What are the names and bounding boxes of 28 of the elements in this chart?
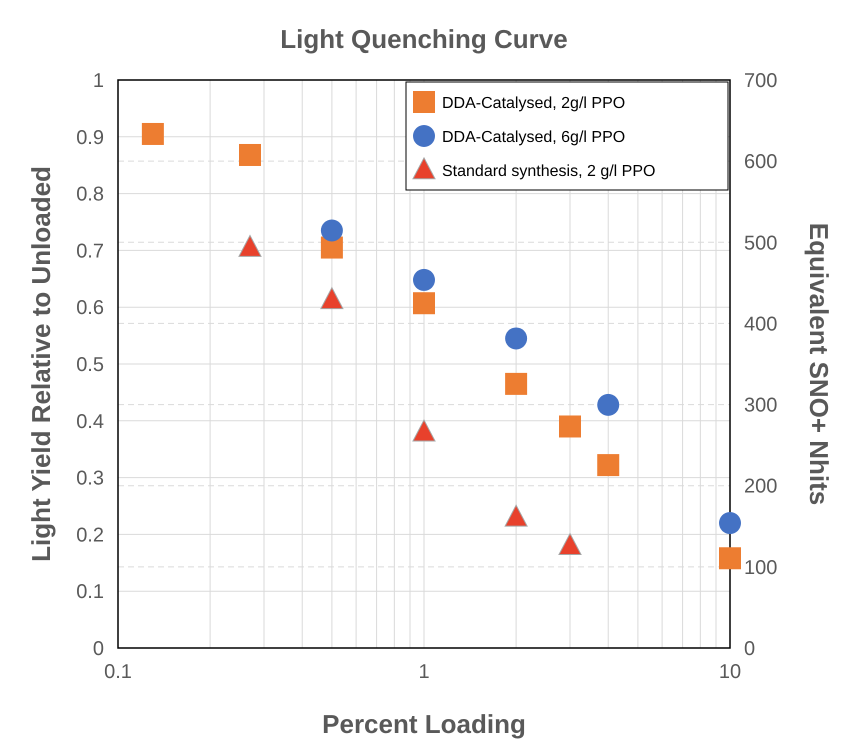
x-tick-label: 10 [718,661,742,683]
y2-tick-label: 600 [744,151,778,174]
y2-tick-label: 300 [744,394,778,417]
y2-tick-label: 100 [744,556,778,579]
y-tick-label: 0.7 [76,240,104,262]
legend-label: DDA-Catalysed, 2g/l PPO [442,95,626,112]
y2-tick-label: 500 [744,232,778,254]
y-tick-label: 0.8 [76,184,104,206]
y-tick-label: 0.9 [76,126,104,149]
y2-axis-title: Equivalent SNO+ Nhits [804,222,834,506]
y2-tick-label: 200 [744,476,778,498]
y2-tick-label: 700 [744,70,778,92]
y-tick-label: 0.2 [76,524,104,546]
y2-tick-label: 0 [744,638,756,660]
y-tick-label: 0 [92,638,104,660]
y-tick-label: 0.1 [76,581,104,604]
y2-tick-label: 400 [744,313,778,336]
y-tick-label: 0.5 [76,354,104,376]
legend-label: Standard synthesis, 2 g/l PPO [442,163,656,180]
y-tick-label: 0.3 [76,468,104,490]
x-tick-label: 1 [418,661,430,683]
y-tick-label: 0.6 [76,297,104,320]
legend-label: DDA-Catalysed, 6g/l PPO [442,129,626,146]
y-tick-label: 1 [92,70,104,92]
chart-title: Light Quenching Curve [280,24,568,54]
y-tick-label: 0.4 [76,410,104,433]
y-axis-title: Light Yield Relative to Unloaded [26,166,56,562]
x-axis-title: Percent Loading [322,709,526,739]
